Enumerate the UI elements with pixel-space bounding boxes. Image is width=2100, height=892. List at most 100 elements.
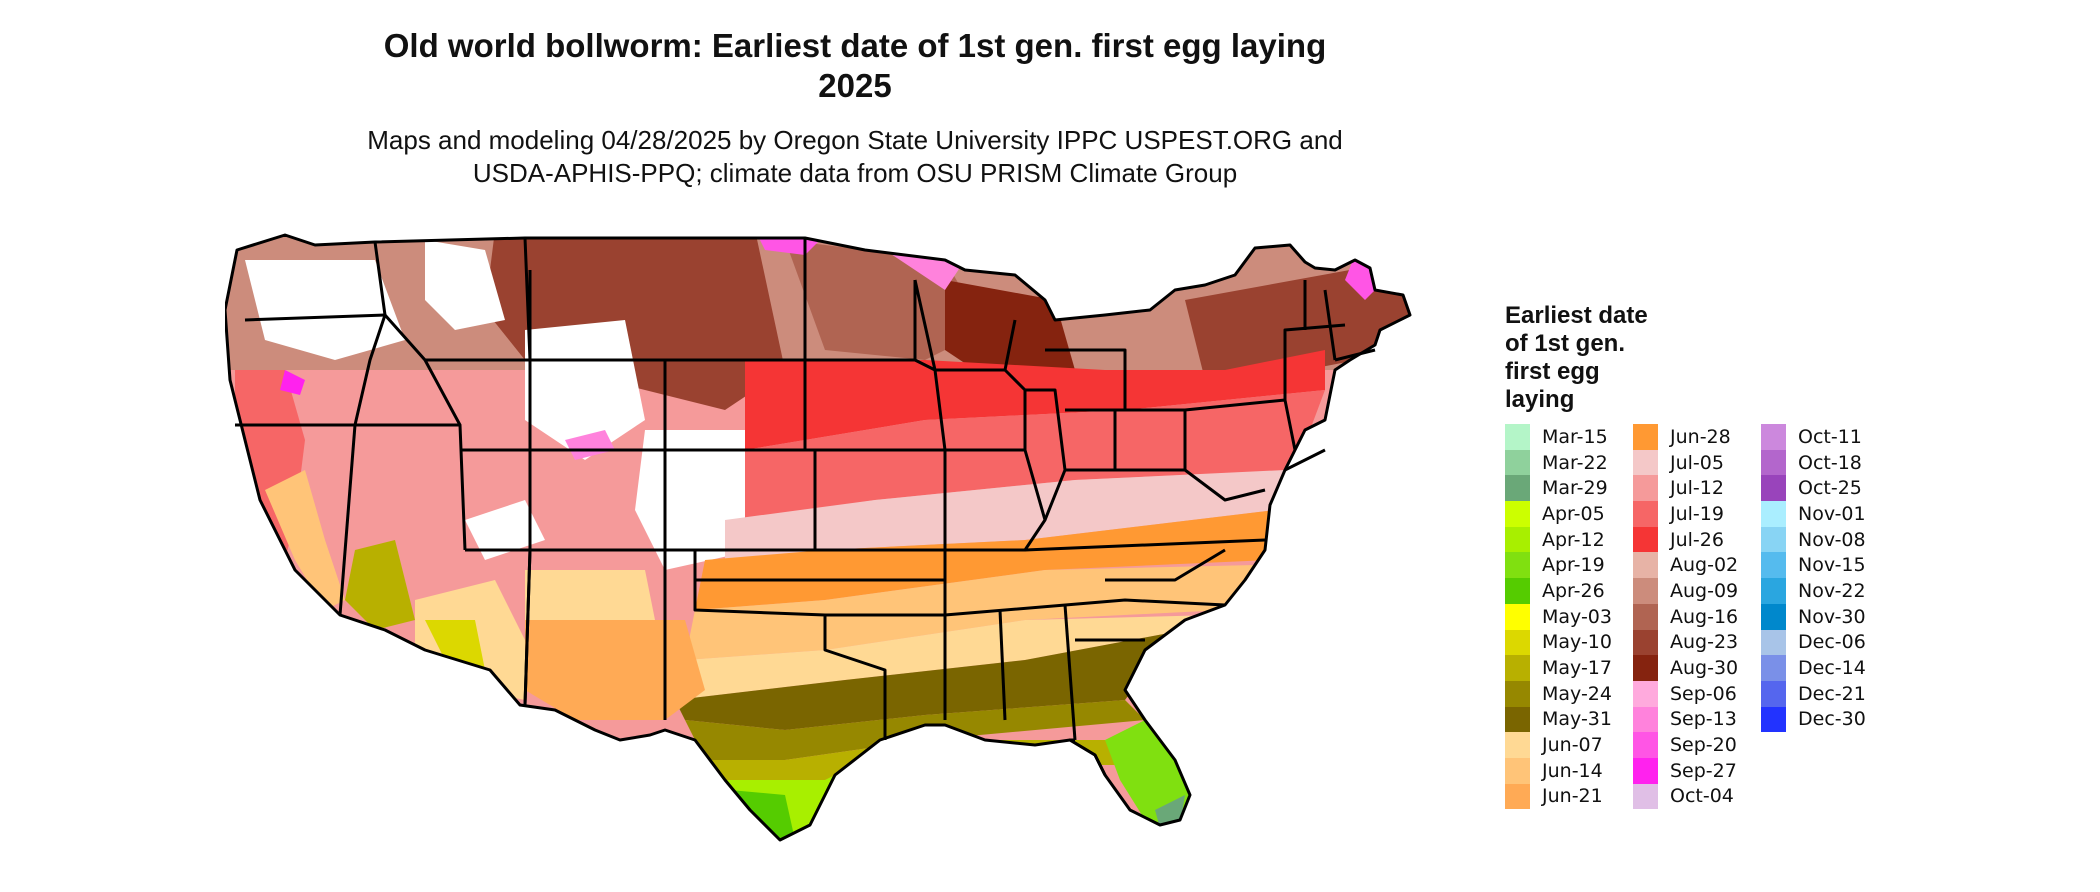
legend-title-line: laying xyxy=(1505,386,1575,413)
legend-label: Dec-21 xyxy=(1798,682,1866,705)
legend-item: Oct-18 xyxy=(1761,449,1889,476)
legend-swatch xyxy=(1761,475,1786,502)
legend-swatch xyxy=(1633,757,1658,784)
legend-item: Nov-01 xyxy=(1761,501,1889,527)
legend-swatch xyxy=(1633,783,1658,810)
map-subtitle-line-2: USDA-APHIS-PPQ; climate data from OSU PR… xyxy=(472,158,1238,188)
legend-label: Jun-28 xyxy=(1670,425,1731,448)
legend-label: Aug-23 xyxy=(1670,631,1739,654)
legend-item: May-31 xyxy=(1505,706,1633,733)
legend-title-line: Earliest date xyxy=(1505,302,1648,329)
legend-swatch xyxy=(1761,629,1786,656)
legend-swatch xyxy=(1633,424,1658,450)
legend-label: Apr-05 xyxy=(1542,502,1605,525)
legend-item: Jul-26 xyxy=(1633,526,1761,553)
legend-label: Nov-08 xyxy=(1798,528,1866,551)
legend-item: Sep-06 xyxy=(1633,680,1761,707)
legend-swatch xyxy=(1505,501,1530,527)
legend-item: Mar-15 xyxy=(1505,424,1633,450)
legend-swatch xyxy=(1633,449,1658,476)
legend-swatch xyxy=(1761,655,1786,681)
legend-item: Jul-19 xyxy=(1633,501,1761,527)
legend-item: Apr-12 xyxy=(1505,526,1633,553)
legend-swatch xyxy=(1505,475,1530,502)
legend-swatch xyxy=(1505,680,1530,707)
legend-swatch xyxy=(1761,501,1786,527)
legend-item: Aug-23 xyxy=(1633,629,1761,656)
legend-swatch xyxy=(1505,603,1530,630)
legend-swatch xyxy=(1761,578,1786,604)
legend-label: Sep-06 xyxy=(1670,682,1737,705)
legend-title-line: first egg xyxy=(1505,358,1600,385)
legend-label: May-24 xyxy=(1542,682,1612,705)
legend-swatch xyxy=(1633,732,1658,758)
legend-item: Dec-14 xyxy=(1761,655,1889,681)
legend-swatch xyxy=(1761,424,1786,450)
legend-item: May-03 xyxy=(1505,603,1633,630)
state-borders xyxy=(225,233,1412,842)
legend-swatch xyxy=(1761,603,1786,630)
legend-item: May-17 xyxy=(1505,655,1633,681)
legend-swatch xyxy=(1633,629,1658,656)
legend-swatch xyxy=(1505,552,1530,579)
legend-swatch xyxy=(1761,526,1786,553)
legend-label: Sep-20 xyxy=(1670,734,1737,757)
legend-swatch xyxy=(1761,680,1786,707)
legend-label: Aug-16 xyxy=(1670,605,1739,628)
legend-item: Apr-19 xyxy=(1505,552,1633,579)
legend-swatch xyxy=(1761,449,1786,476)
legend-item: Sep-27 xyxy=(1633,757,1761,784)
legend-item: Nov-22 xyxy=(1761,578,1889,604)
legend-label: Apr-12 xyxy=(1542,528,1605,551)
legend-item: Nov-15 xyxy=(1761,552,1889,579)
legend-item: Aug-09 xyxy=(1633,578,1761,604)
legend-swatch xyxy=(1633,475,1658,502)
legend-label: Oct-18 xyxy=(1798,451,1862,474)
map-title: Old world bollworm: Earliest date of 1st… xyxy=(270,26,1440,106)
legend-title: Earliest date of 1st gen. first egg layi… xyxy=(1505,302,1685,414)
legend-label: Jul-26 xyxy=(1670,528,1724,551)
legend-swatch xyxy=(1505,706,1530,733)
legend-swatch xyxy=(1505,449,1530,476)
legend-item: Sep-20 xyxy=(1633,732,1761,758)
legend-item: Dec-21 xyxy=(1761,680,1889,707)
legend-label: Nov-01 xyxy=(1798,502,1866,525)
legend-swatch xyxy=(1505,629,1530,656)
legend-swatch xyxy=(1505,526,1530,553)
legend-item: Apr-26 xyxy=(1505,578,1633,604)
legend-label: May-31 xyxy=(1542,708,1612,731)
legend-label: Apr-26 xyxy=(1542,579,1605,602)
legend-swatch xyxy=(1505,732,1530,758)
legend-column-2: Jun-28 Jul-05 Jul-12 Jul-19 Jul-26 Aug-02 Aug-… xyxy=(1633,424,1761,810)
legend-item: May-10 xyxy=(1505,629,1633,656)
legend-swatch xyxy=(1633,501,1658,527)
legend-label: Nov-30 xyxy=(1798,605,1866,628)
legend-title-line: of 1st gen. xyxy=(1505,330,1626,357)
legend-item: Nov-30 xyxy=(1761,603,1889,630)
legend-swatch xyxy=(1505,783,1530,810)
legend-label: Aug-30 xyxy=(1670,657,1739,680)
legend-label: Mar-29 xyxy=(1542,477,1608,500)
legend-swatch xyxy=(1633,706,1658,733)
legend-swatch xyxy=(1505,655,1530,681)
legend-label: May-17 xyxy=(1542,657,1612,680)
legend-swatch xyxy=(1761,552,1786,579)
legend-column-1: Mar-15 Mar-22 Mar-29 Apr-05 Apr-12 Apr-19 Apr-… xyxy=(1505,424,1633,810)
legend-swatch xyxy=(1505,757,1530,784)
legend-label: Oct-11 xyxy=(1798,425,1862,448)
legend-item: Oct-04 xyxy=(1633,783,1761,810)
legend-item: Jul-05 xyxy=(1633,449,1761,476)
legend-label: Apr-19 xyxy=(1542,554,1605,577)
legend-label: Aug-09 xyxy=(1670,579,1739,602)
legend-item: Apr-05 xyxy=(1505,501,1633,527)
legend-label: May-10 xyxy=(1542,631,1612,654)
legend-label: Mar-22 xyxy=(1542,451,1608,474)
legend-item: May-24 xyxy=(1505,680,1633,707)
legend-item: Sep-13 xyxy=(1633,706,1761,733)
legend-label: Dec-14 xyxy=(1798,657,1866,680)
legend-item: Jun-07 xyxy=(1505,732,1633,758)
legend-item: Jun-28 xyxy=(1633,424,1761,450)
legend-label: Nov-22 xyxy=(1798,579,1866,602)
legend-label: Aug-02 xyxy=(1670,554,1739,577)
legend-columns: Mar-15 Mar-22 Mar-29 Apr-05 Apr-12 Apr-19 Apr-… xyxy=(1505,424,1889,810)
